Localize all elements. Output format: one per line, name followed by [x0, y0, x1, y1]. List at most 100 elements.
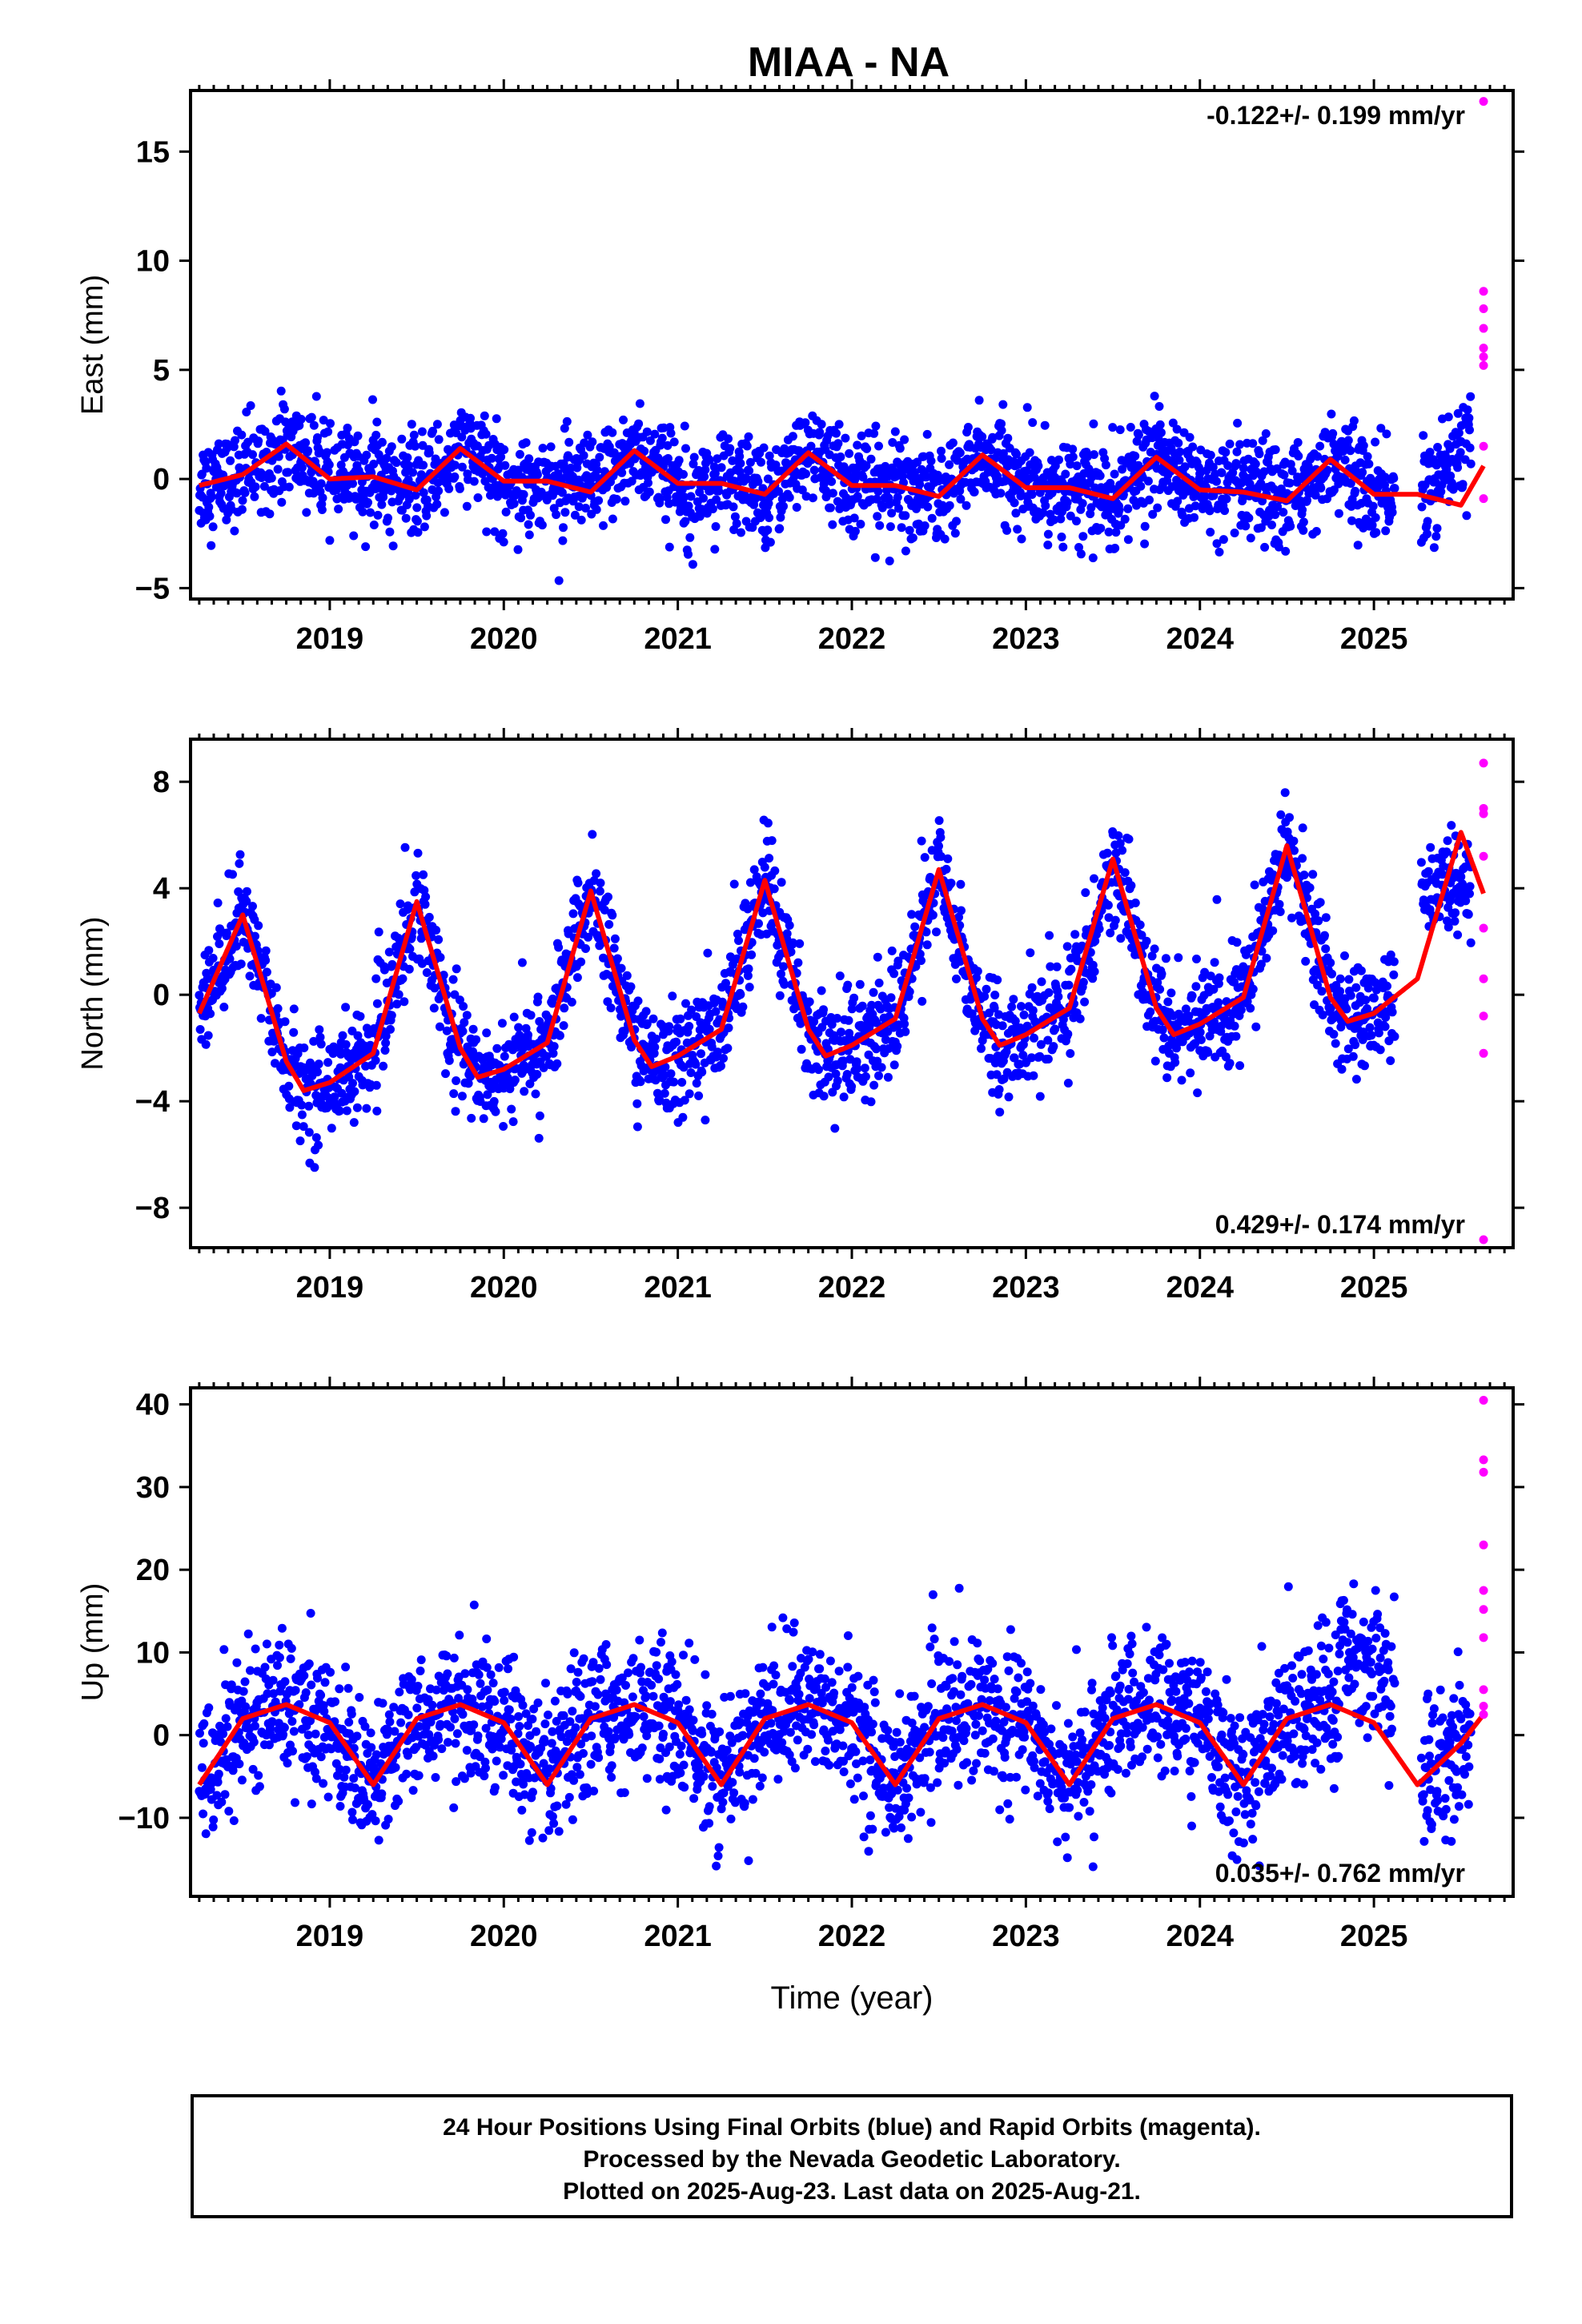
east-final-point [208, 522, 218, 532]
east-final-point [382, 453, 391, 463]
east-final-point [620, 497, 630, 506]
north-final-point [432, 926, 441, 935]
east-final-point [524, 454, 534, 464]
north-final-point [1363, 1004, 1371, 1013]
east-final-point [681, 517, 690, 526]
north-final-point [404, 964, 414, 974]
east-final-point [482, 527, 492, 537]
east-final-point [797, 485, 807, 495]
north-final-point [1214, 998, 1223, 1007]
east-final-point [428, 426, 437, 436]
north-final-point [483, 1090, 492, 1100]
east-final-point [1390, 484, 1399, 493]
east-final-point [1258, 436, 1267, 445]
north-final-point [1010, 1053, 1019, 1063]
east-final-point [516, 513, 526, 523]
north-final-point [222, 928, 231, 938]
east-final-point [694, 465, 704, 475]
north-final-point [707, 1042, 717, 1051]
east-final-point [315, 446, 324, 456]
north-final-point [248, 902, 257, 911]
east-final-point [689, 459, 698, 468]
east-final-point [1195, 469, 1205, 479]
east-final-point [574, 502, 584, 512]
north-final-point [195, 991, 204, 1000]
east-final-point [552, 510, 561, 520]
east-final-point [388, 541, 398, 551]
east-final-point [640, 446, 649, 456]
east-final-point [353, 431, 363, 440]
north-final-point [525, 1079, 535, 1088]
north-final-point [1426, 842, 1435, 852]
north-final-point [1050, 1024, 1060, 1034]
east-final-point [885, 500, 894, 509]
north-final-point [1335, 987, 1345, 996]
east-final-point [579, 491, 588, 501]
north-final-point [1090, 967, 1099, 976]
north-final-point [1276, 810, 1286, 819]
east-final-point [645, 436, 655, 445]
east-final-point [828, 520, 837, 529]
east-final-point [362, 450, 371, 460]
north-final-point [1331, 1039, 1340, 1048]
east-final-point [874, 441, 883, 451]
north-final-point [1371, 978, 1380, 987]
east-final-point [237, 505, 247, 514]
east-final-point [945, 501, 954, 510]
north-final-point [392, 999, 402, 1009]
north-final-point [374, 927, 383, 937]
east-final-point [774, 487, 783, 497]
north-final-point [842, 1070, 852, 1079]
north-final-point [1337, 1064, 1347, 1074]
north-final-point [1283, 873, 1291, 883]
north-final-point [833, 1076, 842, 1086]
north-final-point [434, 935, 444, 944]
north-final-point [396, 899, 405, 909]
north-final-point [817, 986, 826, 995]
north-final-point [1453, 930, 1463, 939]
north-final-point [236, 959, 246, 969]
east-final-point [893, 493, 902, 502]
north-final-point [660, 1071, 669, 1080]
east-final-point [1206, 528, 1215, 537]
north-final-point [1299, 870, 1309, 880]
north-final-point [857, 1001, 867, 1011]
east-final-point [309, 489, 319, 498]
north-final-point [1080, 997, 1090, 1007]
east-final-point [713, 454, 722, 464]
north-final-point [584, 932, 592, 942]
east-final-point [869, 428, 879, 438]
north-final-point [273, 1003, 283, 1013]
north-final-point [1361, 995, 1371, 1005]
east-final-point [910, 468, 920, 476]
east-final-point [576, 515, 586, 525]
east-final-point [1371, 513, 1380, 522]
north-final-point [271, 983, 281, 992]
east-final-point [1101, 460, 1110, 470]
east-final-point [301, 438, 311, 448]
north-final-point [384, 947, 394, 957]
east-final-point [1327, 409, 1336, 419]
east-final-point [1082, 452, 1092, 461]
north-final-point [1298, 823, 1307, 833]
north-final-point [235, 850, 245, 859]
north-final-point [535, 1111, 544, 1120]
north-final-point [1342, 1004, 1351, 1014]
east-final-point [387, 442, 396, 452]
east-final-point [214, 439, 223, 448]
east-final-point [401, 513, 411, 523]
east-final-point [325, 536, 335, 545]
north-ytick-label: −8 [135, 1192, 170, 1225]
east-final-point [832, 428, 841, 438]
east-final-point [1208, 462, 1218, 472]
east-final-point [1465, 443, 1475, 452]
east-final-point [948, 438, 958, 448]
north-final-point [1174, 953, 1183, 963]
east-final-point [827, 476, 837, 486]
east-final-point [1340, 455, 1350, 464]
north-final-point [304, 1101, 314, 1111]
east-final-point [487, 453, 496, 463]
north-final-point [405, 944, 415, 954]
north-final-point [1348, 1051, 1358, 1061]
east-final-point [888, 438, 897, 447]
